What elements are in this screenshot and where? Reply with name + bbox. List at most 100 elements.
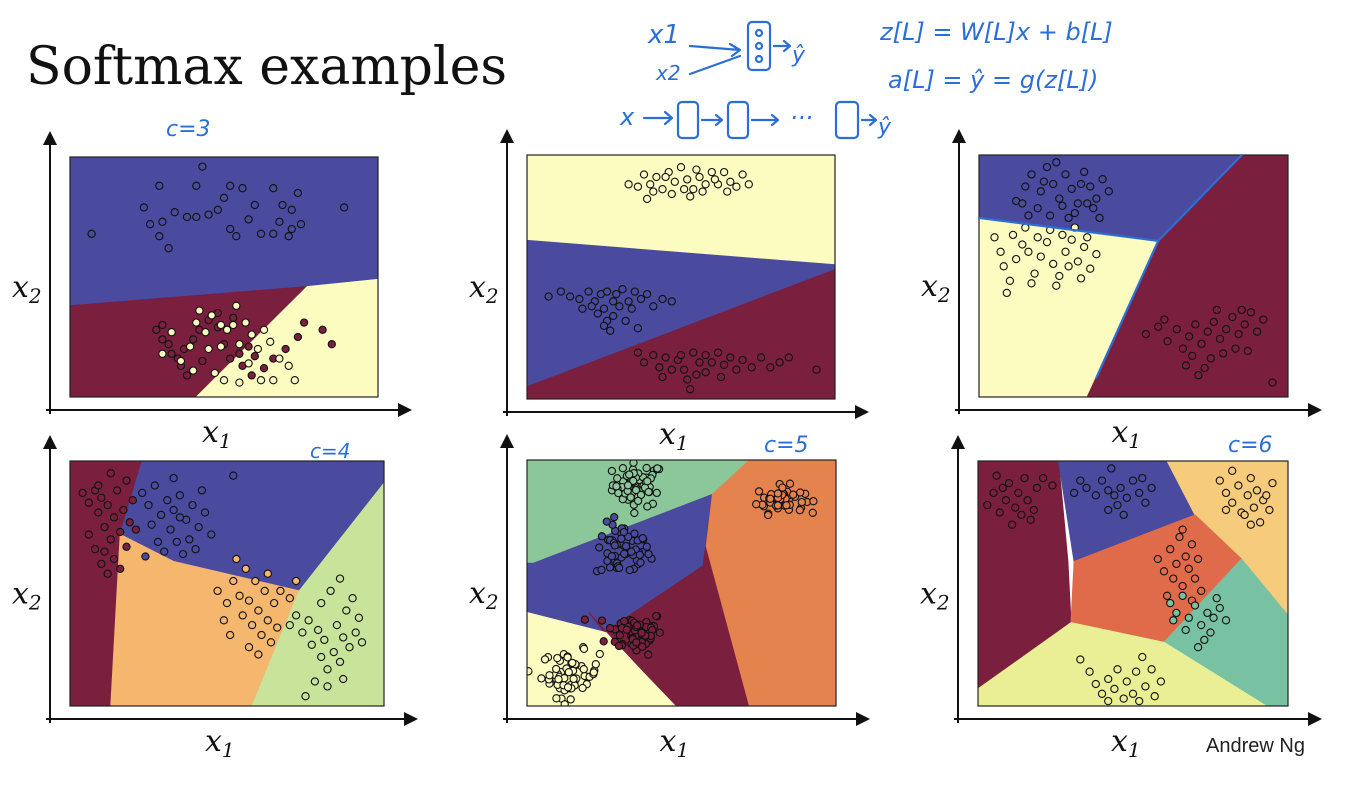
data-point bbox=[752, 500, 761, 509]
data-point bbox=[1234, 329, 1243, 339]
data-point bbox=[84, 530, 93, 539]
data-point bbox=[100, 547, 109, 556]
data-point bbox=[683, 375, 692, 384]
softmax-chart-4: x1 x2 bbox=[12, 435, 418, 762]
data-point bbox=[587, 302, 596, 311]
data-point bbox=[809, 497, 818, 506]
note-output-yhat-2: ŷ bbox=[877, 115, 892, 140]
data-point bbox=[633, 621, 642, 630]
data-point bbox=[701, 350, 710, 360]
data-point bbox=[97, 559, 106, 569]
data-point bbox=[247, 371, 256, 380]
data-point bbox=[785, 479, 795, 488]
data-point bbox=[584, 287, 593, 296]
data-point bbox=[1073, 199, 1083, 208]
data-point bbox=[579, 644, 589, 653]
data-point bbox=[197, 486, 207, 495]
data-point bbox=[226, 224, 235, 234]
decision-region-orange-dark bbox=[705, 460, 836, 706]
data-point bbox=[545, 671, 554, 680]
data-point bbox=[1215, 334, 1225, 344]
data-point bbox=[191, 545, 200, 554]
data-point bbox=[169, 473, 178, 483]
data-point bbox=[556, 287, 566, 296]
data-point bbox=[692, 165, 701, 174]
note-c3: c=3 bbox=[166, 117, 211, 142]
data-point bbox=[225, 630, 235, 640]
note-equation-a: a[L] = ŷ = g(z[L]) bbox=[888, 66, 1098, 94]
data-point bbox=[293, 188, 303, 198]
data-point bbox=[565, 292, 575, 301]
y-axis-label: x2 bbox=[12, 270, 42, 308]
data-point bbox=[540, 655, 550, 664]
data-point bbox=[1089, 204, 1098, 213]
data-point bbox=[1011, 503, 1020, 512]
data-point bbox=[1011, 254, 1021, 264]
data-point bbox=[649, 350, 658, 360]
data-point bbox=[1246, 520, 1255, 529]
data-point bbox=[1091, 679, 1100, 689]
data-point bbox=[348, 594, 357, 603]
data-point bbox=[1076, 274, 1086, 283]
data-point bbox=[1147, 665, 1156, 674]
data-point bbox=[167, 349, 176, 358]
x-axis-label-subscript: 1 bbox=[1128, 429, 1141, 453]
data-point bbox=[630, 508, 639, 518]
data-point bbox=[1200, 363, 1209, 373]
data-point bbox=[296, 220, 306, 229]
data-point bbox=[686, 192, 695, 201]
data-point bbox=[287, 224, 296, 234]
data-point bbox=[646, 180, 655, 189]
data-point bbox=[992, 471, 1001, 480]
data-point bbox=[716, 372, 726, 382]
data-point bbox=[192, 318, 201, 327]
data-point bbox=[1079, 167, 1089, 177]
note-c5: c=5 bbox=[764, 433, 809, 458]
data-point bbox=[1221, 488, 1231, 498]
data-point bbox=[257, 630, 266, 640]
data-point bbox=[241, 318, 250, 327]
data-point bbox=[661, 353, 670, 362]
data-point bbox=[163, 496, 172, 505]
data-point bbox=[544, 292, 553, 301]
data-point bbox=[698, 187, 707, 196]
data-point bbox=[84, 498, 93, 507]
data-point bbox=[1104, 674, 1113, 684]
data-point bbox=[1045, 211, 1055, 220]
data-point bbox=[719, 167, 729, 177]
data-point bbox=[138, 488, 147, 498]
data-point bbox=[591, 660, 600, 669]
data-point bbox=[613, 474, 622, 483]
data-point bbox=[775, 358, 784, 367]
data-point bbox=[610, 541, 619, 550]
data-point bbox=[1079, 242, 1089, 252]
y-axis-label-subscript: 2 bbox=[28, 284, 42, 308]
data-point bbox=[1162, 591, 1172, 600]
data-point bbox=[756, 353, 766, 362]
data-point bbox=[1026, 515, 1035, 524]
x-axis-label-subscript: 1 bbox=[219, 429, 232, 453]
data-point bbox=[1067, 235, 1076, 244]
data-point bbox=[1024, 211, 1033, 220]
data-point bbox=[1049, 179, 1058, 189]
data-point bbox=[689, 348, 698, 357]
data-point bbox=[259, 364, 269, 373]
note-input-x: x bbox=[619, 103, 635, 131]
data-point bbox=[125, 518, 134, 527]
data-point bbox=[726, 177, 735, 186]
data-point bbox=[253, 344, 263, 354]
data-point bbox=[244, 342, 253, 351]
plot-area bbox=[70, 461, 384, 706]
y-axis-label: x2 bbox=[12, 577, 42, 615]
x-axis-label: x1 bbox=[660, 724, 690, 762]
data-point bbox=[579, 665, 588, 674]
data-point bbox=[256, 229, 266, 238]
data-point bbox=[247, 620, 257, 630]
data-point bbox=[599, 321, 609, 330]
data-point bbox=[782, 501, 791, 510]
data-point bbox=[204, 344, 213, 354]
data-point bbox=[552, 694, 561, 703]
data-point bbox=[710, 175, 720, 184]
y-axis-arrow-icon bbox=[500, 129, 514, 143]
data-point bbox=[644, 487, 653, 497]
